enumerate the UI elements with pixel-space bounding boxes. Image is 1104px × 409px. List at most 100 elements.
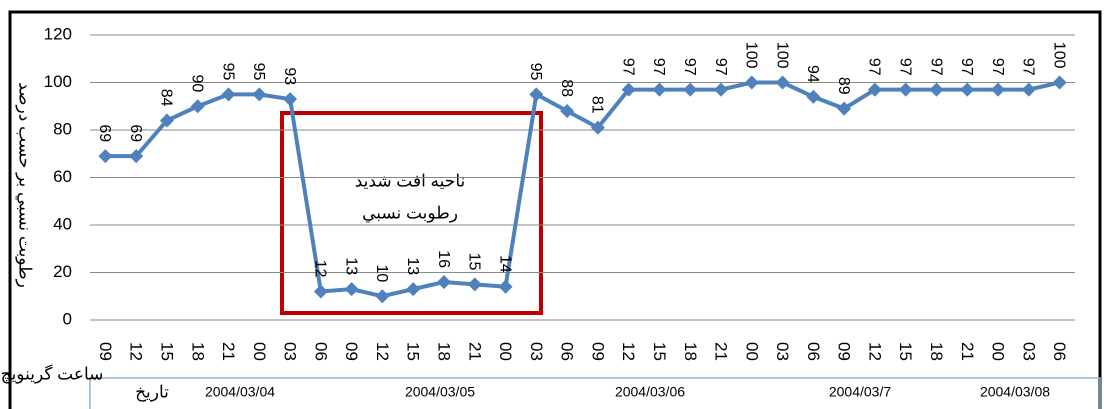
x-tick-label: 15 bbox=[896, 342, 915, 361]
annotation: ناحيه افت شديد bbox=[355, 171, 465, 190]
marker bbox=[898, 82, 913, 97]
y-tick-label: 60 bbox=[53, 167, 72, 186]
date-label: 2004/03/7 bbox=[829, 384, 891, 400]
data-label: 13 bbox=[404, 257, 421, 275]
marker bbox=[406, 282, 421, 297]
data-label: 100 bbox=[773, 42, 790, 69]
data-label: 97 bbox=[958, 58, 975, 76]
x-tick-label: 18 bbox=[681, 342, 700, 361]
data-label: 15 bbox=[466, 253, 483, 271]
x-tick-label: 21 bbox=[219, 342, 238, 361]
marker bbox=[590, 120, 605, 135]
marker bbox=[929, 82, 944, 97]
data-label: 95 bbox=[250, 63, 267, 81]
data-label: 97 bbox=[866, 58, 883, 76]
data-label: 69 bbox=[96, 124, 113, 142]
data-label: 84 bbox=[158, 89, 175, 107]
data-label: 97 bbox=[989, 58, 1006, 76]
marker bbox=[775, 75, 790, 90]
marker bbox=[652, 82, 667, 97]
x-tick-label: 06 bbox=[558, 342, 577, 361]
marker bbox=[1052, 75, 1067, 90]
frame bbox=[8, 10, 1102, 409]
x-tick-label: 03 bbox=[281, 342, 300, 361]
x-tick-label: 12 bbox=[619, 342, 638, 361]
marker bbox=[806, 89, 821, 104]
x-tick-label: 00 bbox=[989, 342, 1008, 361]
x-tick-label: 12 bbox=[127, 342, 146, 361]
x-tick-label: 12 bbox=[373, 342, 392, 361]
x-tick-label: 03 bbox=[1019, 342, 1038, 361]
marker bbox=[252, 87, 267, 102]
marker bbox=[960, 82, 975, 97]
data-label: 14 bbox=[496, 255, 513, 273]
marker bbox=[621, 82, 636, 97]
x-tick-label: 21 bbox=[465, 342, 484, 361]
marker bbox=[744, 75, 759, 90]
marker bbox=[190, 99, 205, 114]
data-label: 94 bbox=[804, 65, 821, 83]
date-label: 2004/03/05 bbox=[405, 384, 475, 400]
marker bbox=[129, 149, 144, 164]
data-label: 13 bbox=[342, 257, 359, 275]
x-tick-label: 03 bbox=[527, 342, 546, 361]
data-label: 69 bbox=[127, 124, 144, 142]
data-label: 95 bbox=[527, 63, 544, 81]
data-label: 97 bbox=[681, 58, 698, 76]
marker bbox=[560, 104, 575, 118]
date-label: 2004/03/04 bbox=[205, 384, 275, 400]
date-row-label: تاريخ bbox=[135, 382, 169, 402]
x-tick-label: 06 bbox=[804, 342, 823, 361]
x-tick-label: 06 bbox=[311, 342, 330, 361]
x-tick-label: 15 bbox=[650, 342, 669, 361]
x-tick-label: 00 bbox=[742, 342, 761, 361]
data-label: 97 bbox=[619, 58, 636, 76]
marker bbox=[98, 149, 113, 164]
data-label: 100 bbox=[1050, 42, 1067, 69]
marker bbox=[375, 289, 390, 304]
series-line bbox=[105, 80, 1061, 299]
data-label: 100 bbox=[743, 42, 760, 69]
marker bbox=[1021, 82, 1036, 97]
data-label: 93 bbox=[281, 67, 298, 85]
y-tick-label: 80 bbox=[53, 119, 72, 138]
y-axis-title: رطوبت نسبي بر حسب درصد bbox=[15, 82, 35, 288]
x-tick-label: 21 bbox=[712, 342, 731, 361]
x-tick-label: 18 bbox=[188, 342, 207, 361]
data-label: 81 bbox=[589, 96, 606, 114]
x-tick-label: 12 bbox=[865, 342, 884, 361]
marker bbox=[991, 82, 1006, 97]
x-axis-title: ساعت گرينويچ bbox=[1, 363, 104, 384]
data-label: 12 bbox=[312, 260, 329, 278]
data-label: 95 bbox=[219, 63, 236, 81]
x-tick-label: 03 bbox=[773, 342, 792, 361]
data-label: 97 bbox=[650, 58, 667, 76]
data-label: 89 bbox=[835, 77, 852, 95]
marker bbox=[344, 282, 359, 297]
date-label: 2004/03/08 bbox=[980, 384, 1050, 400]
y-tick-label: 120 bbox=[44, 24, 72, 43]
x-tick-label: 21 bbox=[958, 342, 977, 361]
x-tick-label: 09 bbox=[835, 342, 854, 361]
marker bbox=[283, 92, 298, 107]
x-tick-label: 09 bbox=[588, 342, 607, 361]
x-tick-label: 00 bbox=[250, 342, 269, 361]
marker bbox=[221, 87, 236, 102]
data-label: 97 bbox=[896, 58, 913, 76]
x-tick-label: 06 bbox=[1050, 342, 1069, 361]
marker bbox=[159, 113, 174, 128]
data-label: 97 bbox=[1020, 58, 1037, 76]
y-tick-label: 40 bbox=[53, 214, 72, 233]
date-row bbox=[89, 377, 1101, 409]
y-tick-label: 100 bbox=[44, 72, 72, 91]
x-tick-label: 09 bbox=[96, 342, 115, 361]
x-tick-label: 00 bbox=[496, 342, 515, 361]
marker bbox=[683, 82, 698, 97]
data-label: 88 bbox=[558, 79, 575, 97]
marker bbox=[837, 101, 852, 116]
x-tick-label: 09 bbox=[342, 342, 361, 361]
marker bbox=[436, 275, 451, 289]
date-label: 2004/03/06 bbox=[615, 384, 685, 400]
data-label: 97 bbox=[712, 58, 729, 76]
